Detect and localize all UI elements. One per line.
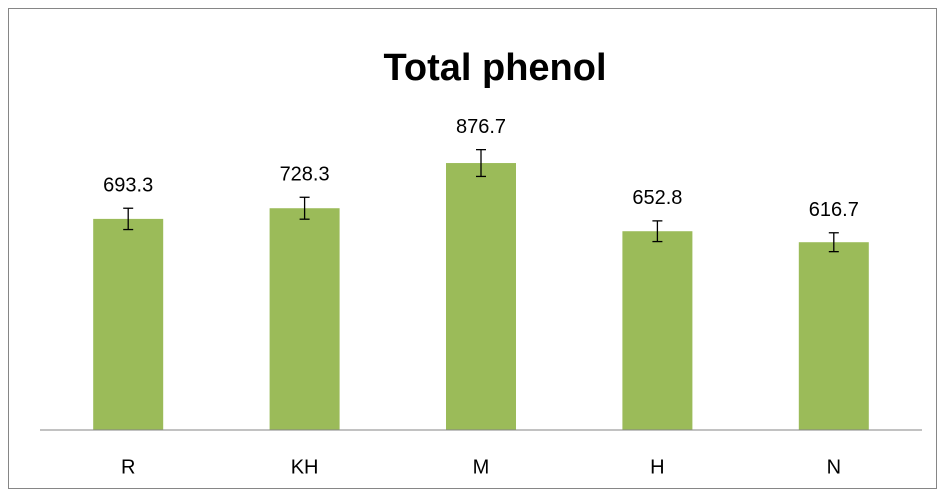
error-bar (652, 220, 663, 243)
bar (798, 242, 869, 430)
data-label: 693.3 (103, 175, 153, 197)
x-tick-label: M (473, 456, 490, 478)
error-bar (828, 232, 839, 253)
data-label: 728.3 (280, 164, 330, 186)
bar (622, 231, 693, 430)
error-bar (123, 207, 134, 231)
error-bar (476, 148, 486, 178)
data-label: 876.7 (456, 116, 506, 138)
data-label: 616.7 (809, 199, 859, 221)
bar (93, 218, 164, 430)
x-tick-label: H (650, 456, 664, 478)
bar (269, 208, 340, 430)
data-label: 652.8 (632, 187, 682, 209)
x-tick-label: KH (291, 456, 319, 478)
x-tick-label: N (827, 456, 841, 478)
chart-title: Total phenol (383, 47, 606, 89)
x-tick-label: R (121, 456, 135, 478)
error-bar (299, 196, 310, 220)
bar (446, 163, 516, 430)
